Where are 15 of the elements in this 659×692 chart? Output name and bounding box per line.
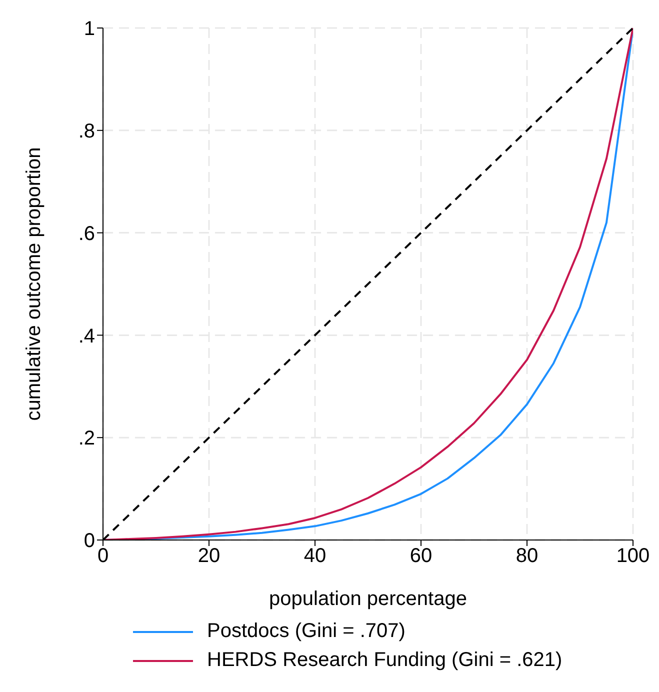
x-axis-title: population percentage [269, 588, 467, 610]
x-tick-label: 80 [516, 545, 538, 568]
y-tick-label: .2 [78, 428, 95, 450]
legend-label: HERDS Research Funding (Gini = .621) [207, 649, 562, 672]
legend-label: Postdocs (Gini = .707) [207, 620, 406, 643]
y-tick-label: 1 [84, 18, 95, 40]
x-tick-label: 20 [198, 545, 220, 568]
y-tick-label: 0 [84, 530, 95, 552]
y-tick-label: .6 [78, 222, 95, 245]
x-tick-label: 40 [304, 545, 326, 568]
x-tick-label: 60 [410, 545, 432, 568]
x-tick-label: 100 [616, 545, 650, 568]
y-axis-title: cumulative outcome proportion [23, 147, 46, 421]
y-tick-label: .4 [78, 325, 95, 348]
y-tick-label: .8 [78, 120, 95, 142]
